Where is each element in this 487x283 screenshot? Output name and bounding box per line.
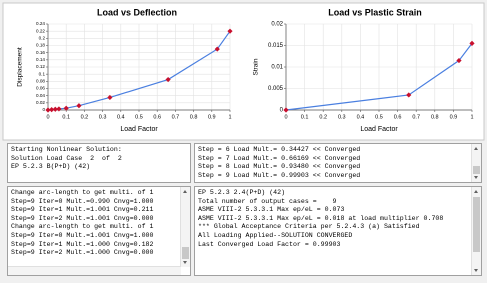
y-tick-label: 0.18 — [36, 43, 45, 48]
scrollbar[interactable] — [471, 187, 481, 275]
log-line: Change arc-length to get multi. of 1 — [11, 189, 154, 196]
log-line: Step=9 Iter=0 Mult.=1.001 Cnvg=1.000 — [11, 231, 154, 239]
data-point — [63, 105, 69, 111]
arc-log-text: Change arc-length to get multi. of 1 Step… — [8, 187, 190, 258]
x-tick-label: 0.5 — [135, 114, 143, 120]
data-line — [285, 42, 473, 111]
log-line: Step = 7 Load Mult.= 0.66169 << Converge… — [198, 154, 361, 162]
x-tick-label: 0.9 — [208, 114, 216, 120]
data-point — [76, 103, 82, 109]
data-point — [227, 28, 233, 34]
y-tick-label: 0.08 — [36, 79, 45, 84]
data-point — [469, 40, 475, 46]
scrollbar[interactable] — [180, 187, 190, 267]
y-tick-label: 0.04 — [36, 93, 45, 98]
log-line: EP 5.2.3 B(P+D) (42) — [11, 163, 91, 171]
log-line: Step=9 Iter=2 Mult.=1.000 Cnvg=0.000 — [11, 249, 154, 257]
x-tick-label: 0.9 — [450, 114, 458, 120]
x-tick-label: 0 — [284, 114, 287, 120]
x-tick-label: 0.4 — [117, 114, 125, 120]
data-point — [56, 106, 62, 112]
y-tick-label: 0 — [280, 108, 284, 114]
x-tick-label: 0.5 — [375, 114, 383, 120]
log-line: Step=9 Iter=1 Mult.=1.001 Cnvg=0.211 — [11, 206, 154, 214]
data-point — [406, 92, 412, 98]
y-tick-label: 0.01 — [271, 65, 283, 71]
step-log-panel: Step = 6 Load Mult.= 0.34427 << Converge… — [194, 143, 482, 183]
solution-start-text: Starting Nonlinear Solution: Solution Loa… — [8, 144, 190, 172]
y-tick-label: 0.02 — [271, 22, 283, 28]
log-line: Total number of output cases = 9 — [198, 197, 337, 205]
y-tick-label: 0.015 — [268, 43, 284, 49]
chart-title: Load vs Deflection — [97, 7, 177, 17]
x-axis-label: Load Factor — [120, 126, 158, 133]
y-tick-label: 0.1 — [39, 71, 46, 76]
log-line: Step = 6 Load Mult.= 0.34427 << Converge… — [198, 146, 361, 153]
data-point — [52, 106, 58, 112]
log-line: ASME VIII-2 5.3.3.1 Max ep/eL = 0.018 at… — [198, 214, 444, 222]
x-tick-label: 0.3 — [99, 114, 107, 120]
y-axis-label: Displacement — [17, 47, 24, 87]
x-tick-label: 0.7 — [412, 114, 420, 120]
y-tick-label: 0.02 — [36, 100, 45, 105]
y-tick-label: 0.22 — [36, 28, 45, 33]
y-tick-label: 0.24 — [36, 21, 45, 26]
data-point — [214, 46, 220, 52]
x-tick-label: 0.2 — [81, 114, 89, 120]
x-tick-label: 0.6 — [153, 114, 161, 120]
scrollbar[interactable] — [471, 144, 481, 182]
x-axis-label: Load Factor — [360, 126, 398, 133]
log-line: Step=9 Iter=2 Mult.=1.001 Cnvg=0.000 — [11, 214, 154, 222]
x-tick-label: 1 — [228, 114, 231, 120]
x-tick-label: 0.8 — [190, 114, 198, 120]
log-line: EP 5.2.3 2.4(P+D) (42) — [198, 189, 286, 196]
x-tick-label: 0.1 — [301, 114, 309, 120]
y-tick-label: 0 — [42, 107, 45, 112]
x-tick-label: 0.6 — [394, 114, 402, 120]
log-line: ASME VIII-2 5.3.3.1 Max ep/eL = 0.073 — [198, 206, 345, 214]
charts-background — [2, 2, 485, 141]
data-point — [49, 107, 55, 113]
log-line: All Loading Applied--SOLUTION CONVERGED — [198, 231, 353, 239]
data-point — [165, 76, 171, 83]
summary-panel: EP 5.2.3 2.4(P+D) (42) Total number of ou… — [194, 186, 482, 276]
y-tick-label: 0.16 — [36, 50, 45, 55]
log-line: Step=9 Iter=1 Mult.=1.000 Cnvg=0.182 — [11, 240, 154, 248]
log-line: Step=9 Iter=0 Mult.=0.990 Cnvg=1.000 — [11, 197, 154, 205]
x-tick-label: 0.4 — [357, 114, 365, 120]
chart-title: Load vs Plastic Strain — [328, 7, 422, 17]
x-tick-label: 0.1 — [62, 114, 70, 120]
step-log-text: Step = 6 Load Mult.= 0.34427 << Converge… — [195, 144, 481, 180]
x-tick-label: 0.3 — [338, 114, 346, 120]
log-line: Solution Load Case 2 of 2 — [11, 154, 122, 162]
x-tick-label: 0 — [46, 114, 49, 120]
y-tick-label: 0.2 — [39, 36, 46, 41]
log-line: *** Global Acceptance Criteria per 5.2.4… — [198, 223, 420, 231]
log-line: Step = 9 Load Mult.= 0.99903 << Converge… — [198, 171, 361, 179]
data-point — [107, 94, 113, 101]
y-tick-label: 0.06 — [36, 86, 45, 91]
x-tick-label: 0.7 — [172, 114, 180, 120]
data-point — [456, 57, 462, 64]
log-line: Starting Nonlinear Solution: — [11, 146, 122, 153]
arc-log-panel: Change arc-length to get multi. of 1 Step… — [7, 186, 191, 276]
x-tick-label: 1 — [470, 114, 473, 120]
y-tick-label: 0.12 — [36, 64, 45, 69]
solution-start-panel: Starting Nonlinear Solution: Solution Loa… — [7, 143, 191, 183]
data-point — [283, 107, 289, 113]
log-line: Step = 8 Load Mult.= 0.93480 << Converge… — [198, 163, 361, 171]
log-line: Change arc-length to get multi. of 1 — [11, 223, 154, 231]
charts-area: Load vs Deflection Load Factor Displacemen… — [2, 2, 485, 141]
summary-text: EP 5.2.3 2.4(P+D) (42) Total number of ou… — [195, 187, 481, 249]
y-tick-label: 0.14 — [36, 57, 45, 62]
data-point — [45, 107, 51, 113]
log-line: Last Converged Load Factor = 0.99903 — [198, 240, 341, 248]
y-axis-label: Strain — [253, 58, 260, 75]
horizontal-scrollbar[interactable] — [8, 266, 181, 275]
y-tick-label: 0.005 — [268, 86, 284, 92]
x-tick-label: 0.8 — [431, 114, 439, 120]
x-tick-label: 0.2 — [319, 114, 327, 120]
